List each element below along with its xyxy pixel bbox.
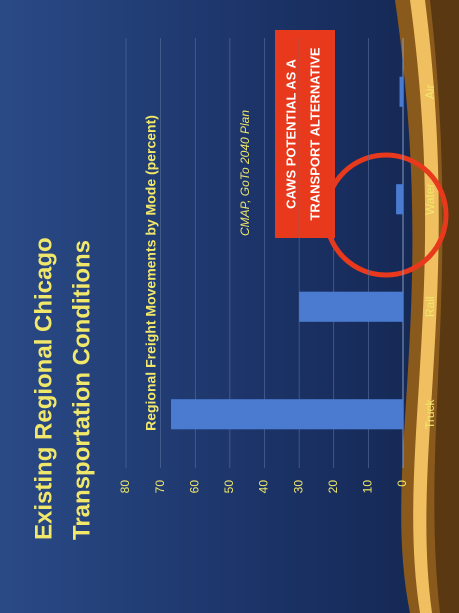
bar <box>299 291 403 322</box>
y-tick-label: 60 <box>187 480 201 494</box>
y-tick-label: 70 <box>153 480 167 494</box>
y-tick-label: 0 <box>395 480 409 487</box>
slide-title-line: Existing Regional Chicago <box>30 237 57 540</box>
y-tick-label: 30 <box>291 480 305 494</box>
callout-box <box>275 30 335 238</box>
slide-title-line: Transportation Conditions <box>68 240 95 540</box>
x-tick-label: Air <box>423 84 437 99</box>
callout-text: TRANSPORT ALTERNATIVE <box>307 47 322 220</box>
y-tick-label: 50 <box>222 480 236 494</box>
decor-wave-light <box>410 0 439 613</box>
y-tick-label: 40 <box>257 480 271 494</box>
x-tick-label: Rail <box>423 296 437 317</box>
chart-title: Regional Freight Movements by Mode (perc… <box>143 115 159 431</box>
y-tick-label: 80 <box>118 480 132 494</box>
decor-wave-dark <box>430 0 459 613</box>
source-note: CMAP, GoTo 2040 Plan <box>238 110 252 236</box>
x-tick-label: Truck <box>423 398 437 429</box>
bar <box>171 399 403 430</box>
x-tick-label: Water <box>423 183 437 215</box>
bar <box>399 76 404 107</box>
y-tick-label: 20 <box>326 480 340 494</box>
bar <box>396 184 404 215</box>
highlight-circle <box>323 152 449 278</box>
y-tick-label: 10 <box>361 480 375 494</box>
callout-text: CAWS POTENTIAL AS A <box>283 59 298 209</box>
